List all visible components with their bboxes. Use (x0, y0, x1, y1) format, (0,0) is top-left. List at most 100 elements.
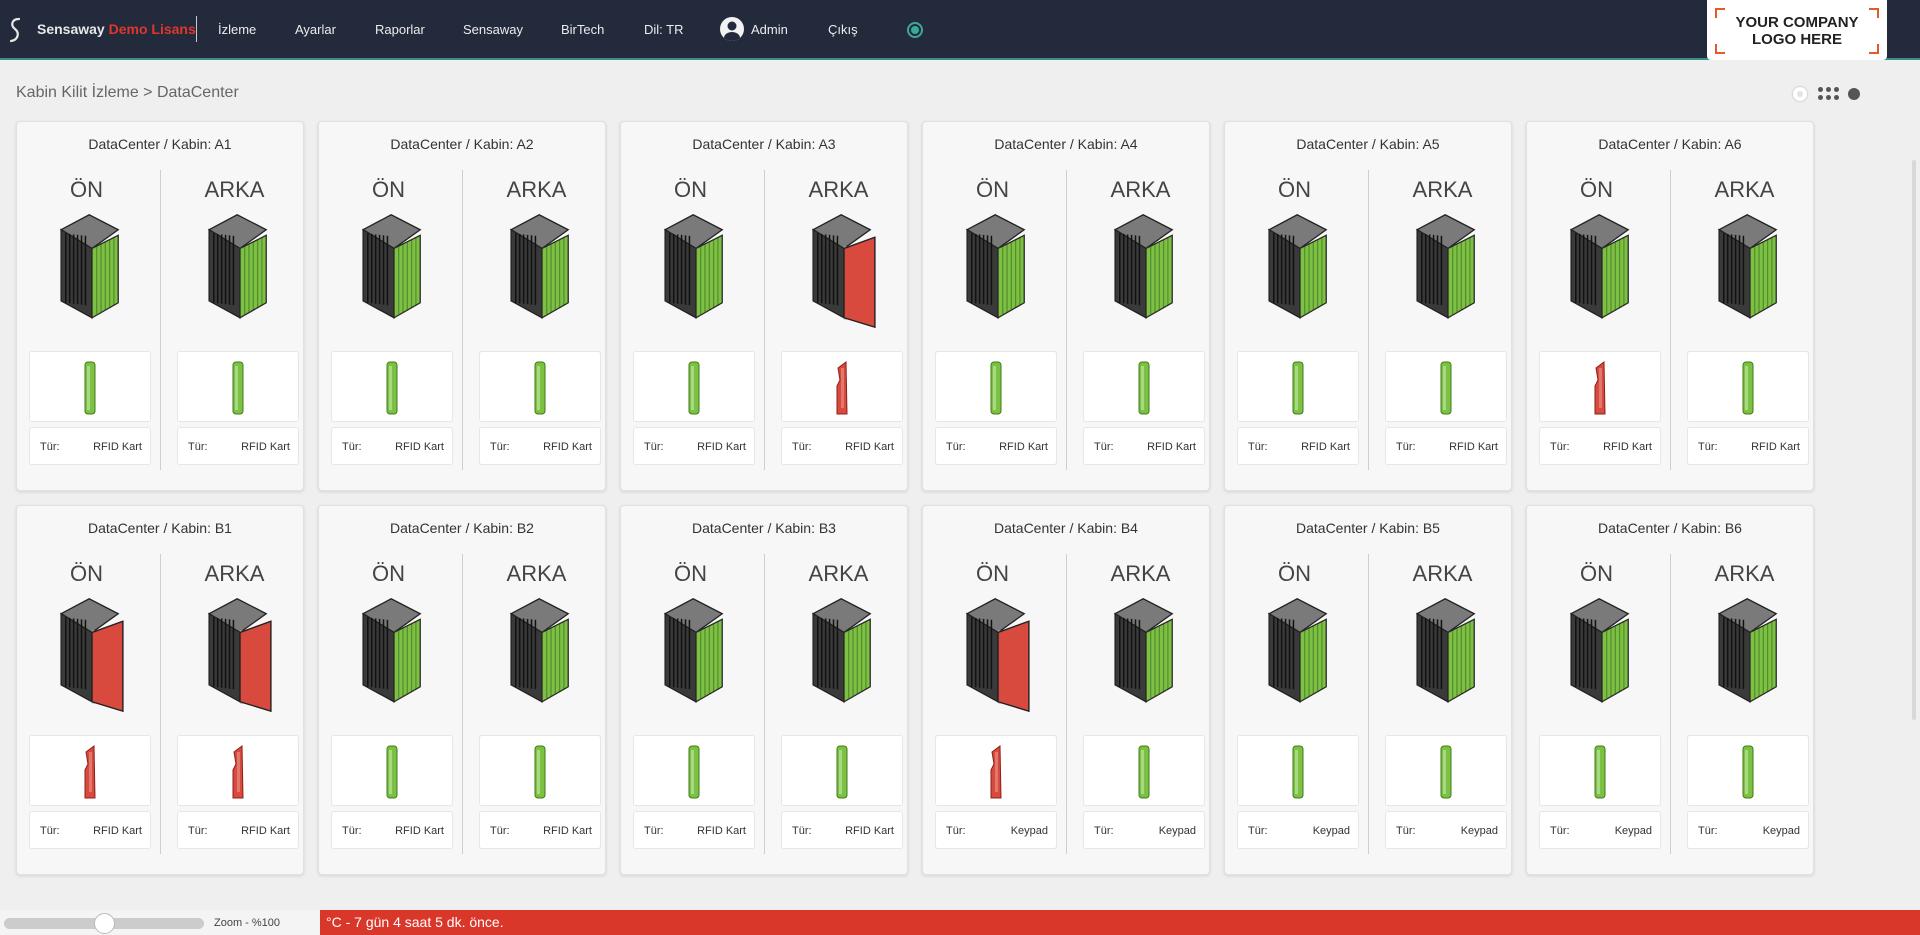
rack-closed-door-icon (661, 595, 731, 713)
card-divider (1368, 170, 1369, 470)
cabinet-card[interactable]: DataCenter / Kabin: B1 ÖN Tür: RFID Kart (16, 505, 304, 875)
cabinet-card[interactable]: DataCenter / Kabin: A5 ÖN Tür: RFID Kart… (1224, 121, 1512, 491)
license-badge: Demo Lisans (108, 21, 196, 37)
lock-locked-icon (684, 360, 704, 416)
cabinet-card[interactable]: DataCenter / Kabin: B5 ÖN Tür: Keypad AR… (1224, 505, 1512, 875)
access-type-field: Tür: Keypad (1539, 811, 1661, 849)
zoom-slider-handle[interactable] (94, 913, 115, 934)
cabinet-front-side: ÖN Tür: RFID Kart (17, 506, 156, 876)
access-type-value: Keypad (1460, 825, 1498, 837)
access-type-label: Tür: (342, 825, 362, 837)
card-divider (462, 170, 463, 470)
view-toggle-dark-icon[interactable] (1848, 88, 1860, 100)
card-divider (160, 170, 161, 470)
user-avatar-icon[interactable] (720, 17, 744, 41)
side-label: ARKA (808, 177, 869, 202)
lock-locked-icon (1436, 360, 1456, 416)
side-label: ÖN (976, 561, 1009, 586)
access-type-field: Tür: RFID Kart (177, 427, 299, 465)
side-label: ARKA (506, 561, 567, 586)
side-label: ÖN (1580, 561, 1613, 586)
lock-status-panel (1539, 735, 1661, 806)
nav-sensaway[interactable]: Sensaway (463, 22, 523, 37)
access-type-label: Tür: (1698, 441, 1718, 453)
rack-closed-door-icon (963, 211, 1033, 329)
lock-locked-icon (1738, 744, 1758, 800)
access-type-value: RFID Kart (241, 825, 290, 837)
nav-user-admin[interactable]: Admin (751, 22, 788, 37)
view-toggle-light-icon[interactable] (1793, 87, 1807, 101)
access-type-value: Keypad (1614, 825, 1652, 837)
access-type-field: Tür: RFID Kart (781, 811, 903, 849)
cabinet-card[interactable]: DataCenter / Kabin: A6 ÖN Tür: RFID Kart… (1526, 121, 1814, 491)
cabinet-back-side: ARKA Tür: RFID Kart (769, 122, 908, 492)
lock-locked-icon (382, 360, 402, 416)
access-type-value: Keypad (1158, 825, 1196, 837)
view-toggle-grid-icon[interactable] (1818, 87, 1840, 101)
lock-locked-icon (80, 360, 100, 416)
side-label: ÖN (674, 561, 707, 586)
cabinet-title: DataCenter / Kabin: A4 (994, 136, 1138, 152)
access-type-value: RFID Kart (845, 825, 894, 837)
cabinet-card[interactable]: DataCenter / Kabin: A4 ÖN Tür: RFID Kart… (922, 121, 1210, 491)
nav-logout[interactable]: Çıkış (828, 22, 858, 37)
cabinet-front-side: ÖN Tür: RFID Kart (319, 506, 458, 876)
nav-raporlar[interactable]: Raporlar (375, 22, 425, 37)
side-label: ÖN (976, 177, 1009, 202)
alert-ticker: °C - 7 gün 4 saat 5 dk. önce. (320, 910, 1920, 935)
side-label: ARKA (204, 177, 265, 202)
side-label: ARKA (1714, 177, 1775, 202)
access-type-field: Tür: RFID Kart (177, 811, 299, 849)
cabinet-card[interactable]: DataCenter / Kabin: A1 ÖN Tür: RFID Kart… (16, 121, 304, 491)
cabinet-card[interactable]: DataCenter / Kabin: B3 ÖN Tür: RFID Kart… (620, 505, 908, 875)
cabinet-title: DataCenter / Kabin: A3 (692, 136, 836, 152)
access-type-label: Tür: (792, 441, 812, 453)
cabinet-card[interactable]: DataCenter / Kabin: B6 ÖN Tür: Keypad AR… (1526, 505, 1814, 875)
card-divider (462, 554, 463, 854)
cabinet-front-side: ÖN Tür: RFID Kart (621, 122, 760, 492)
lock-status-panel (935, 351, 1057, 422)
cabinet-title: DataCenter / Kabin: A2 (390, 136, 534, 152)
access-type-field: Tür: RFID Kart (29, 811, 151, 849)
lock-status-panel (1083, 351, 1205, 422)
access-type-label: Tür: (490, 825, 510, 837)
access-type-label: Tür: (40, 441, 60, 453)
lock-unlocked-icon (1590, 360, 1610, 416)
cabinet-front-side: ÖN Tür: RFID Kart (923, 122, 1062, 492)
brand-separator (196, 16, 197, 42)
rack-closed-door-icon (359, 211, 429, 329)
cabinet-card[interactable]: DataCenter / Kabin: B2 ÖN Tür: RFID Kart… (318, 505, 606, 875)
nav-birtech[interactable]: BirTech (561, 22, 605, 37)
access-type-value: RFID Kart (1301, 441, 1350, 453)
cabinet-card[interactable]: DataCenter / Kabin: B4 ÖN Tür: Keypad A (922, 505, 1210, 875)
lock-status-panel (29, 735, 151, 806)
rack-closed-door-icon (1265, 595, 1335, 713)
access-type-value: RFID Kart (845, 441, 894, 453)
cabinet-card[interactable]: DataCenter / Kabin: A2 ÖN Tür: RFID Kart… (318, 121, 606, 491)
access-type-value: RFID Kart (543, 825, 592, 837)
side-label: ARKA (1110, 561, 1171, 586)
view-toggle-group (1793, 86, 1863, 102)
lock-status-panel (1687, 735, 1809, 806)
nav-ayarlar[interactable]: Ayarlar (295, 22, 336, 37)
lock-status-panel (1539, 351, 1661, 422)
cabinet-back-side: ARKA Tür: RFID Kart (467, 122, 606, 492)
page-scrollbar[interactable] (1912, 160, 1916, 720)
cabinet-back-side: ARKA Tür: RFID Kart (467, 506, 606, 876)
access-type-label: Tür: (188, 825, 208, 837)
lock-status-panel (1385, 735, 1507, 806)
access-type-value: RFID Kart (1603, 441, 1652, 453)
cabinet-front-side: ÖN Tür: RFID Kart (319, 122, 458, 492)
access-type-label: Tür: (1698, 825, 1718, 837)
rack-closed-door-icon (359, 595, 429, 713)
connection-status-icon (907, 22, 923, 38)
side-label: ARKA (1110, 177, 1171, 202)
lock-locked-icon (986, 360, 1006, 416)
cabinet-card[interactable]: DataCenter / Kabin: A3 ÖN Tür: RFID Kart… (620, 121, 908, 491)
lock-locked-icon (530, 360, 550, 416)
lock-status-panel (177, 735, 299, 806)
lock-status-panel (781, 351, 903, 422)
nav-izleme[interactable]: İzleme (218, 22, 257, 37)
nav-language[interactable]: Dil: TR (644, 22, 684, 37)
access-type-label: Tür: (946, 441, 966, 453)
